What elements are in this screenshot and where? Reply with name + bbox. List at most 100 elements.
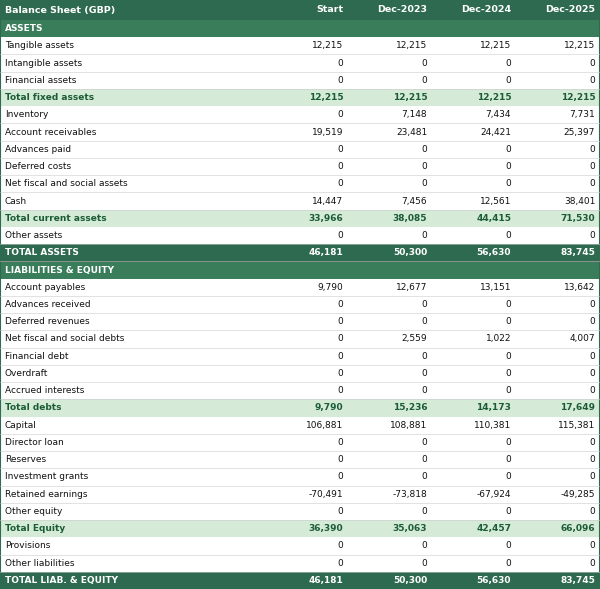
FancyBboxPatch shape bbox=[0, 503, 600, 520]
FancyBboxPatch shape bbox=[0, 72, 600, 89]
Text: 0: 0 bbox=[421, 438, 427, 447]
Text: 0: 0 bbox=[421, 145, 427, 154]
Text: 33,966: 33,966 bbox=[308, 214, 343, 223]
Text: 110,381: 110,381 bbox=[474, 421, 511, 430]
Text: Accrued interests: Accrued interests bbox=[5, 386, 84, 395]
Text: 0: 0 bbox=[589, 455, 595, 464]
FancyBboxPatch shape bbox=[0, 416, 600, 434]
FancyBboxPatch shape bbox=[0, 399, 600, 416]
Text: 12,215: 12,215 bbox=[564, 41, 595, 51]
Text: 0: 0 bbox=[337, 76, 343, 85]
Text: TOTAL ASSETS: TOTAL ASSETS bbox=[5, 249, 79, 257]
Text: Balance Sheet (GBP): Balance Sheet (GBP) bbox=[5, 5, 115, 15]
FancyBboxPatch shape bbox=[0, 210, 600, 227]
Text: LIABILITIES & EQUITY: LIABILITIES & EQUITY bbox=[5, 266, 114, 274]
Text: 0: 0 bbox=[337, 472, 343, 481]
Text: 35,063: 35,063 bbox=[393, 524, 427, 533]
Text: 0: 0 bbox=[589, 317, 595, 326]
Text: 0: 0 bbox=[589, 300, 595, 309]
Text: 0: 0 bbox=[505, 352, 511, 360]
Text: 0: 0 bbox=[337, 179, 343, 188]
Text: 0: 0 bbox=[505, 145, 511, 154]
Text: 0: 0 bbox=[337, 59, 343, 68]
FancyBboxPatch shape bbox=[0, 537, 600, 554]
Text: Overdraft: Overdraft bbox=[5, 369, 48, 378]
Text: 0: 0 bbox=[421, 455, 427, 464]
Text: 56,630: 56,630 bbox=[477, 576, 511, 585]
FancyBboxPatch shape bbox=[0, 175, 600, 193]
Text: 0: 0 bbox=[589, 558, 595, 568]
FancyBboxPatch shape bbox=[0, 193, 600, 210]
Text: 0: 0 bbox=[421, 352, 427, 360]
Text: 0: 0 bbox=[589, 369, 595, 378]
Text: 12,215: 12,215 bbox=[476, 93, 511, 102]
FancyBboxPatch shape bbox=[0, 279, 600, 296]
Text: 0: 0 bbox=[505, 317, 511, 326]
Text: Advances received: Advances received bbox=[5, 300, 91, 309]
Text: 0: 0 bbox=[589, 541, 595, 550]
Text: Reserves: Reserves bbox=[5, 455, 46, 464]
Text: 44,415: 44,415 bbox=[476, 214, 511, 223]
Text: 0: 0 bbox=[505, 507, 511, 516]
Text: 14,173: 14,173 bbox=[476, 403, 511, 412]
Text: 0: 0 bbox=[337, 438, 343, 447]
Text: 7,731: 7,731 bbox=[569, 110, 595, 120]
Text: Tangible assets: Tangible assets bbox=[5, 41, 74, 51]
Text: 0: 0 bbox=[337, 162, 343, 171]
Text: 0: 0 bbox=[421, 317, 427, 326]
Text: 0: 0 bbox=[421, 231, 427, 240]
Text: Account payables: Account payables bbox=[5, 283, 85, 292]
Text: 42,457: 42,457 bbox=[476, 524, 511, 533]
Text: Director loan: Director loan bbox=[5, 438, 64, 447]
Text: Retained earnings: Retained earnings bbox=[5, 489, 88, 499]
Text: 0: 0 bbox=[421, 76, 427, 85]
Text: Financial debt: Financial debt bbox=[5, 352, 68, 360]
Text: Provisions: Provisions bbox=[5, 541, 50, 550]
FancyBboxPatch shape bbox=[0, 485, 600, 503]
Text: 12,215: 12,215 bbox=[480, 41, 511, 51]
FancyBboxPatch shape bbox=[0, 382, 600, 399]
Text: Intangible assets: Intangible assets bbox=[5, 59, 82, 68]
FancyBboxPatch shape bbox=[0, 244, 600, 262]
Text: 0: 0 bbox=[589, 352, 595, 360]
Text: 0: 0 bbox=[505, 300, 511, 309]
Text: 0: 0 bbox=[505, 541, 511, 550]
Text: 12,677: 12,677 bbox=[396, 283, 427, 292]
FancyBboxPatch shape bbox=[0, 20, 600, 37]
Text: 66,096: 66,096 bbox=[560, 524, 595, 533]
Text: 0: 0 bbox=[337, 558, 343, 568]
Text: 0: 0 bbox=[337, 455, 343, 464]
Text: 0: 0 bbox=[421, 507, 427, 516]
Text: 9,790: 9,790 bbox=[317, 283, 343, 292]
Text: 0: 0 bbox=[337, 335, 343, 343]
Text: 0: 0 bbox=[421, 386, 427, 395]
Text: 0: 0 bbox=[337, 386, 343, 395]
FancyBboxPatch shape bbox=[0, 296, 600, 313]
Text: 12,561: 12,561 bbox=[480, 197, 511, 206]
Text: 0: 0 bbox=[589, 162, 595, 171]
Text: 0: 0 bbox=[505, 455, 511, 464]
Text: 0: 0 bbox=[421, 369, 427, 378]
Text: 25,397: 25,397 bbox=[564, 128, 595, 137]
Text: 0: 0 bbox=[589, 472, 595, 481]
Text: Total fixed assets: Total fixed assets bbox=[5, 93, 94, 102]
Text: 0: 0 bbox=[337, 507, 343, 516]
Text: 56,630: 56,630 bbox=[477, 249, 511, 257]
Text: Total Equity: Total Equity bbox=[5, 524, 65, 533]
Text: 0: 0 bbox=[505, 438, 511, 447]
Text: -49,285: -49,285 bbox=[561, 489, 595, 499]
Text: 0: 0 bbox=[337, 300, 343, 309]
Text: 0: 0 bbox=[505, 162, 511, 171]
FancyBboxPatch shape bbox=[0, 330, 600, 348]
Text: 38,085: 38,085 bbox=[393, 214, 427, 223]
Text: 0: 0 bbox=[589, 145, 595, 154]
Text: 13,642: 13,642 bbox=[564, 283, 595, 292]
Text: Capital: Capital bbox=[5, 421, 37, 430]
Text: 50,300: 50,300 bbox=[393, 249, 427, 257]
Text: 0: 0 bbox=[505, 369, 511, 378]
Text: 36,390: 36,390 bbox=[308, 524, 343, 533]
Text: 0: 0 bbox=[505, 386, 511, 395]
Text: Financial assets: Financial assets bbox=[5, 76, 76, 85]
Text: 46,181: 46,181 bbox=[308, 249, 343, 257]
FancyBboxPatch shape bbox=[0, 158, 600, 175]
